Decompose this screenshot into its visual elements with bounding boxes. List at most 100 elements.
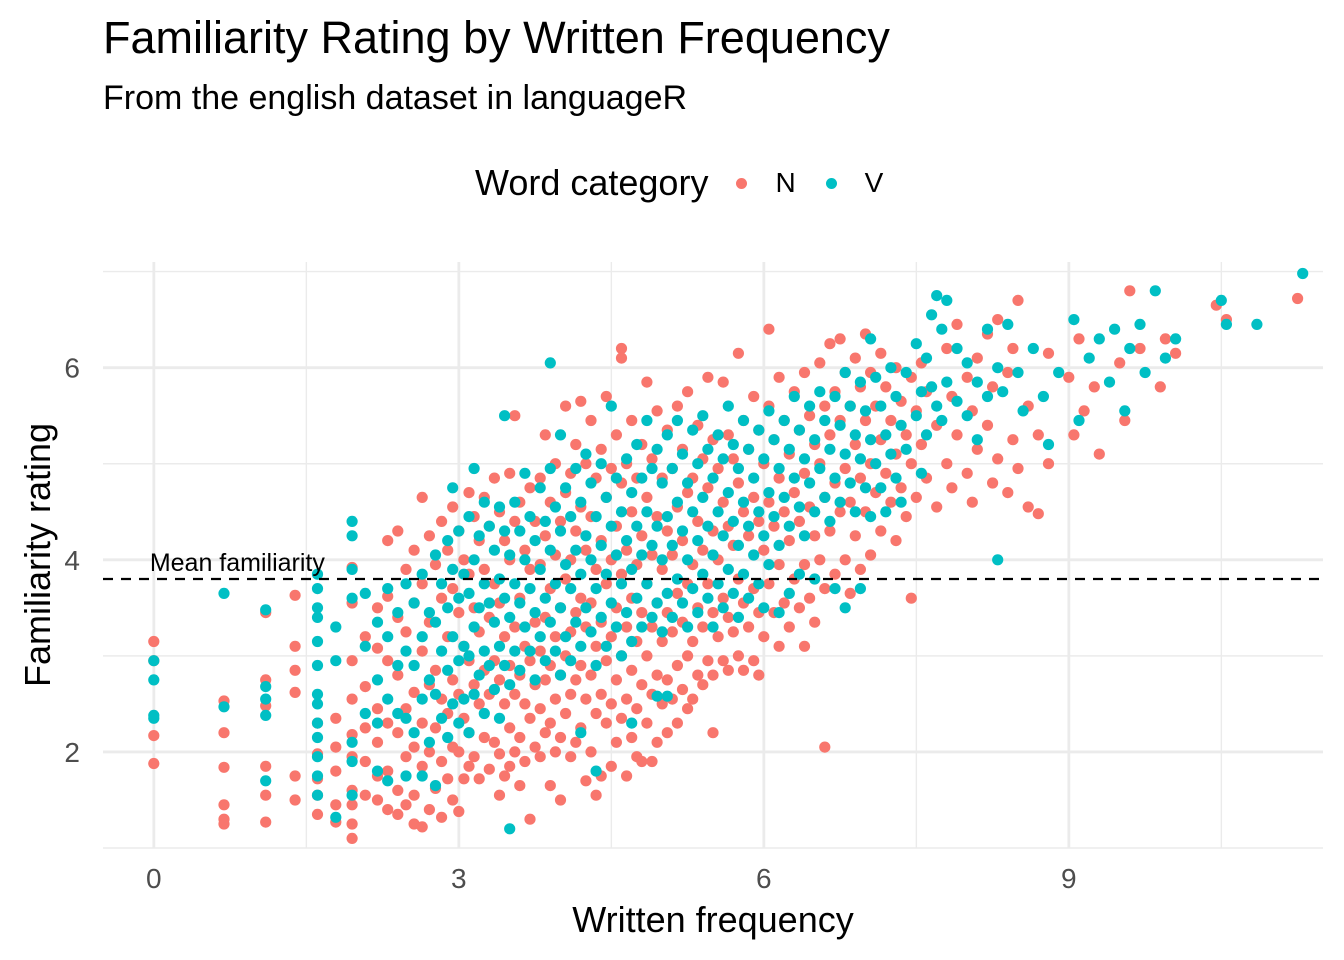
point-v [885, 448, 897, 460]
point-v [346, 755, 358, 768]
point-v [311, 568, 324, 580]
point-v [712, 506, 724, 518]
point-n [631, 703, 643, 715]
point-v [880, 506, 892, 518]
point-v [311, 751, 324, 763]
axis-labels: 0 3 6 9 2 4 6 Written frequency Familiarity rati… [17, 353, 1077, 940]
point-v [595, 539, 607, 552]
point-v [621, 535, 633, 547]
point-v [346, 789, 358, 801]
point-n [900, 429, 912, 441]
point-n [463, 760, 475, 772]
point-v [890, 390, 902, 403]
point-v [549, 578, 562, 590]
point-n [697, 544, 709, 556]
point-v [971, 434, 983, 446]
point-n [549, 693, 562, 705]
point-v [763, 487, 775, 499]
point-n [951, 318, 963, 330]
point-v [732, 539, 745, 552]
point-n [1042, 347, 1055, 359]
point-n [1154, 381, 1166, 393]
point-n [423, 804, 435, 816]
point-v [346, 592, 358, 604]
point-v [1220, 318, 1232, 330]
point-n [763, 323, 775, 335]
legend-item-n: N [736, 167, 796, 199]
point-v [575, 727, 587, 739]
point-n [590, 563, 602, 576]
point-v [849, 506, 861, 518]
point-n [478, 563, 490, 576]
point-n [539, 727, 551, 739]
point-n [702, 655, 714, 667]
point-v [753, 578, 765, 590]
point-v [429, 549, 442, 561]
point-v [488, 544, 500, 556]
point-n [798, 366, 811, 379]
point-n [429, 722, 442, 734]
point-v [260, 681, 272, 693]
point-v [504, 679, 516, 691]
point-v [382, 583, 394, 595]
point-n [575, 592, 587, 604]
point-n [697, 621, 709, 633]
point-n [717, 496, 729, 508]
point-v [595, 611, 607, 624]
point-v [453, 717, 465, 729]
point-v [809, 434, 821, 446]
point-v [753, 506, 765, 518]
point-v [682, 554, 694, 566]
point-v [697, 410, 709, 422]
point-v [560, 559, 572, 571]
point-v [408, 659, 420, 672]
point-n [748, 390, 760, 403]
point-v [641, 578, 653, 590]
point-n [900, 510, 912, 523]
point-n [600, 717, 612, 729]
point-v [453, 525, 465, 537]
point-n [605, 631, 617, 643]
point-n [554, 731, 567, 744]
point-n [671, 400, 684, 412]
point-v [788, 390, 800, 403]
point-v [910, 410, 922, 422]
point-v [809, 506, 821, 518]
point-v [585, 554, 597, 566]
point-v [682, 477, 694, 489]
legend-key-n [736, 177, 748, 189]
point-n [839, 554, 851, 566]
point-v [646, 462, 658, 475]
point-n [717, 376, 729, 388]
point-n [468, 751, 480, 763]
point-n [483, 763, 495, 775]
point-v [814, 386, 826, 398]
point-v [453, 592, 465, 604]
point-v [463, 587, 475, 600]
point-n [646, 621, 658, 633]
point-n [382, 804, 394, 816]
point-v [926, 381, 938, 393]
point-v [442, 602, 454, 614]
point-v [560, 631, 572, 643]
point-v [442, 731, 454, 744]
point-v [468, 688, 480, 700]
point-n [661, 525, 673, 537]
point-n [773, 472, 785, 484]
point-v [712, 578, 724, 590]
point-n [442, 773, 454, 785]
point-n [880, 381, 892, 393]
point-v [565, 510, 577, 523]
point-v [687, 506, 699, 518]
point-v [1119, 405, 1131, 417]
point-n [615, 568, 628, 580]
point-v [580, 448, 592, 460]
point-v [519, 621, 531, 633]
point-n [651, 736, 663, 748]
point-v [499, 525, 511, 537]
point-n [798, 467, 811, 479]
point-n [671, 659, 684, 672]
point-v [961, 357, 973, 369]
point-v [1002, 318, 1014, 330]
point-n [834, 506, 846, 518]
